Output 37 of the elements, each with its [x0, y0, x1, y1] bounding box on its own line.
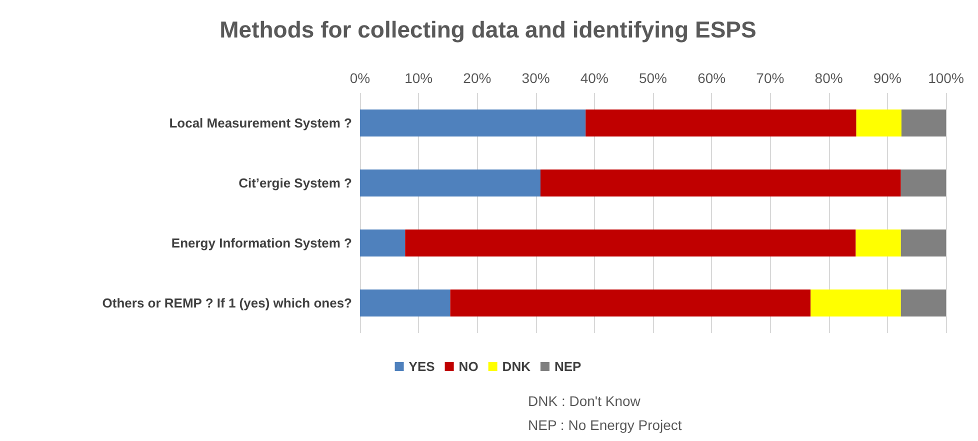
- bar: [900, 170, 946, 196]
- x-tick-label: 20%: [463, 70, 492, 86]
- bar: [360, 110, 586, 136]
- y-tick-label: Energy Information System ?: [171, 236, 352, 250]
- y-tick-label: Others or REMP ? If 1 (yes) which ones?: [102, 296, 352, 310]
- bar: [901, 110, 946, 136]
- legend-label: NEP: [554, 359, 582, 374]
- text: DNK : Don't Know: [528, 393, 642, 409]
- bar: [405, 230, 856, 256]
- x-tick-label: 10%: [404, 70, 433, 86]
- bar: [900, 230, 946, 256]
- bar: [810, 290, 901, 316]
- legend-label: NO: [458, 359, 478, 374]
- x-tick-label: 40%: [580, 70, 608, 86]
- bar: [586, 110, 856, 136]
- chart-title: Methods for collecting data and identifying ESPS: [220, 16, 756, 42]
- x-tick-label: 30%: [522, 70, 550, 86]
- x-tick-label: 0%: [350, 70, 370, 86]
- bar: [360, 290, 450, 316]
- bar: [540, 170, 901, 196]
- x-tick-label: 90%: [873, 70, 902, 86]
- x-tick-label: 50%: [638, 70, 668, 86]
- bar: [856, 110, 902, 136]
- bar: [360, 170, 540, 196]
- bar: [856, 230, 901, 256]
- legend-label: YES: [408, 359, 436, 374]
- x-tick-label: 70%: [756, 70, 784, 86]
- bar: [900, 290, 946, 316]
- y-tick-label: Local Measurement System ?: [169, 116, 352, 130]
- text: NEP : No Energy Project: [528, 417, 682, 433]
- y-tick-label: Cit’ergie System ?: [238, 176, 352, 190]
- legend-label: DNK: [502, 359, 532, 374]
- x-tick-label: 80%: [814, 70, 843, 86]
- x-tick-label: 60%: [698, 70, 726, 86]
- bar: [360, 230, 406, 256]
- x-tick-label: 100%: [928, 70, 964, 86]
- bar: [450, 290, 811, 316]
